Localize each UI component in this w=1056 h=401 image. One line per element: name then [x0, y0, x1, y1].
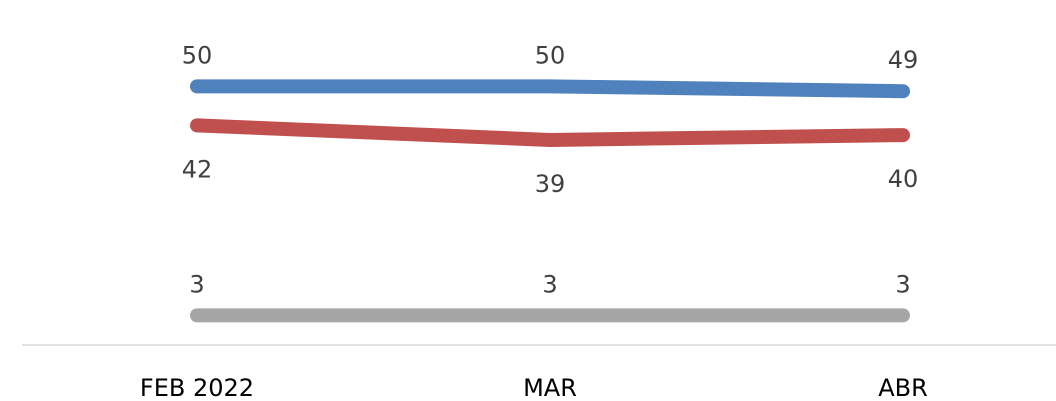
data-label-s0-1: 50 — [535, 41, 566, 69]
data-label-s2-0: 3 — [189, 270, 204, 298]
data-labels-layer: 50 50 49 42 39 40 3 3 3 — [182, 41, 919, 298]
series-line-0 — [190, 79, 910, 99]
x-tick-label-2: ABR — [878, 374, 928, 401]
data-label-s1-0: 42 — [182, 155, 213, 183]
x-tick-label-1: MAR — [523, 374, 577, 401]
data-label-s0-0: 50 — [182, 41, 213, 69]
x-tick-label-0: FEB 2022 — [140, 374, 254, 401]
data-label-s2-2: 3 — [895, 270, 910, 298]
data-label-s2-1: 3 — [542, 270, 557, 298]
x-axis-ticks: FEB 2022 MAR ABR — [140, 374, 928, 401]
data-label-s1-2: 40 — [888, 165, 919, 193]
data-label-s0-2: 49 — [888, 46, 919, 74]
data-label-s1-1: 39 — [535, 170, 566, 198]
series-layer — [190, 79, 910, 323]
series-line-1 — [190, 118, 910, 147]
